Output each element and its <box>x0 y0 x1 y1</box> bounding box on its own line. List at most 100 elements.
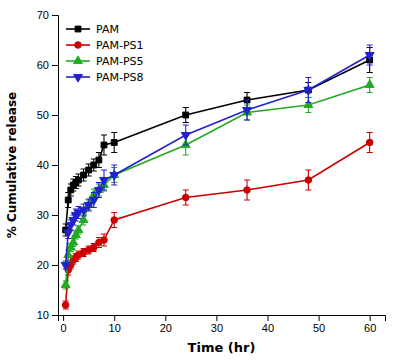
tick-label: 10 <box>37 309 49 321</box>
tick-label: 50 <box>37 109 49 121</box>
line <box>66 85 370 285</box>
error-bar <box>101 135 107 155</box>
error-bar <box>367 133 373 153</box>
legend-symbol <box>74 56 83 64</box>
tick: 10 <box>109 315 121 334</box>
axis-line <box>52 16 59 316</box>
tick-mark <box>52 115 58 116</box>
point <box>79 207 88 215</box>
point <box>304 87 313 95</box>
tick-label: 0 <box>61 322 67 334</box>
point <box>243 107 252 115</box>
point <box>100 177 109 185</box>
point <box>244 187 251 194</box>
point <box>101 142 107 148</box>
legend-item: PAM-PS5 <box>66 55 144 68</box>
tick-mark <box>52 65 58 66</box>
error-bar <box>183 190 189 205</box>
tick-label: 50 <box>313 322 325 334</box>
error-bar <box>63 301 69 309</box>
legend-item: PAM-PS8 <box>66 71 144 84</box>
tick-label: 10 <box>109 322 121 334</box>
point <box>61 280 70 288</box>
point <box>84 202 93 210</box>
point <box>305 177 312 184</box>
point <box>111 217 118 224</box>
tick-label: 30 <box>37 209 49 221</box>
tick: 30 <box>37 209 58 221</box>
tick-mark <box>319 315 320 321</box>
tick-mark <box>216 315 217 321</box>
point <box>94 187 103 195</box>
error-bar <box>305 170 311 190</box>
tick-label: 70 <box>37 9 49 21</box>
axis-line <box>59 316 386 322</box>
legend-label: PAM-PS8 <box>96 71 144 84</box>
tick-mark <box>370 315 371 321</box>
line <box>66 55 370 265</box>
error-bar <box>244 180 250 200</box>
tick: 60 <box>364 315 376 334</box>
tick: 20 <box>37 259 58 271</box>
point <box>183 112 189 118</box>
legend-label: PAM-PS5 <box>96 55 144 68</box>
tick-label: 60 <box>37 59 49 71</box>
legend-item: PAM <box>66 23 119 36</box>
legend-item: PAM-PS1 <box>66 39 144 52</box>
series <box>61 78 374 290</box>
line <box>66 143 370 306</box>
tick-mark <box>114 315 115 321</box>
tick-label: 30 <box>211 322 223 334</box>
chart: 010203040506010203040506070PAMPAM-PS1PAM… <box>0 0 400 360</box>
legend-symbol <box>75 42 82 49</box>
marks <box>61 45 374 309</box>
error-bar <box>111 133 117 153</box>
series <box>61 45 374 270</box>
tick: 0 <box>61 315 67 334</box>
point <box>111 140 117 146</box>
x-axis-title: Time (hr) <box>188 340 256 355</box>
point <box>61 262 70 270</box>
point <box>181 132 190 140</box>
tick-label: 60 <box>364 322 376 334</box>
tick-mark <box>52 15 58 16</box>
tick-mark <box>63 315 64 321</box>
tick-mark <box>52 315 58 316</box>
y-axis-title: % Cumulative release <box>5 92 19 238</box>
tick: 50 <box>37 109 58 121</box>
tick: 10 <box>37 309 58 321</box>
point <box>182 194 189 201</box>
tick-label: 20 <box>37 259 49 271</box>
point <box>65 197 71 203</box>
y-axis: 10 20 30 40 50 60 70 <box>37 9 59 321</box>
tick: 60 <box>37 59 58 71</box>
point <box>89 197 98 205</box>
tick-label: 40 <box>37 159 49 171</box>
legend-symbol <box>74 74 83 82</box>
point <box>365 80 374 88</box>
point <box>366 139 373 146</box>
tick: 40 <box>37 159 58 171</box>
tick: 40 <box>262 315 274 334</box>
tick-mark <box>52 215 58 216</box>
legend-symbol <box>75 26 81 32</box>
tick: 30 <box>211 315 223 334</box>
tick: 70 <box>37 9 58 21</box>
legend: PAM PAM-PS1 PAM-PS5 PAM-PS8 <box>66 23 144 84</box>
series <box>62 133 373 310</box>
point <box>365 52 374 60</box>
series <box>63 48 373 237</box>
legend-label: PAM <box>96 23 119 36</box>
tick-mark <box>165 315 166 321</box>
point <box>110 172 119 180</box>
tick-label: 20 <box>160 322 172 334</box>
point <box>96 157 102 163</box>
error-bar <box>183 108 189 123</box>
point <box>101 237 108 244</box>
point <box>62 302 69 309</box>
point <box>74 225 83 233</box>
point <box>64 250 73 258</box>
plot: 010203040506010203040506070PAMPAM-PS1PAM… <box>37 9 386 334</box>
line <box>66 60 370 230</box>
point <box>64 230 73 238</box>
